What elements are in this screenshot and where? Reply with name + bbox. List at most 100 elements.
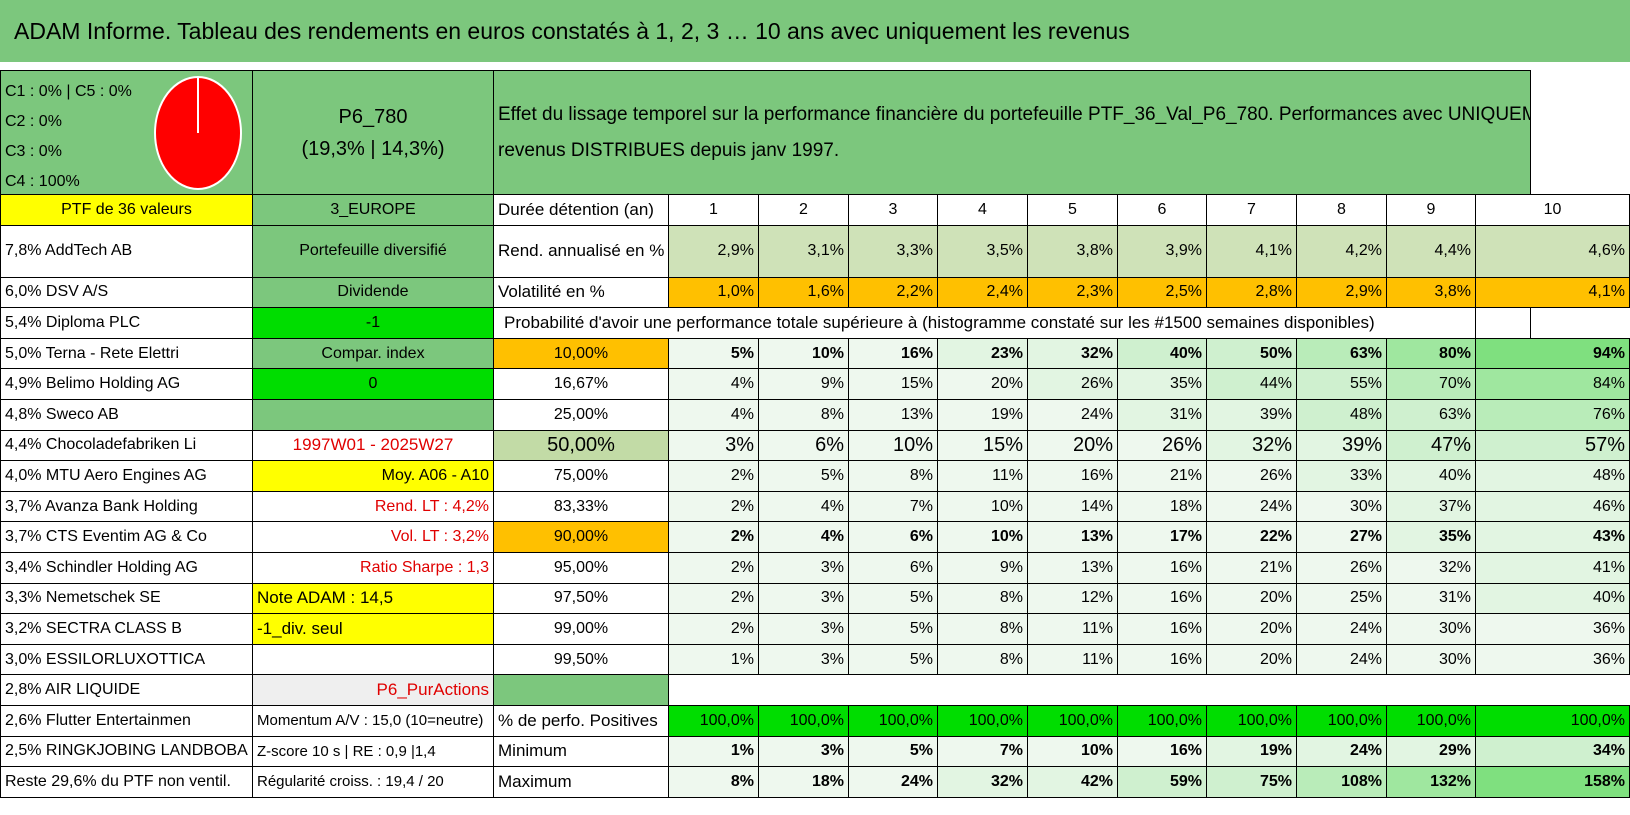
green-spacer	[493, 674, 669, 706]
prob-value: 13%	[848, 398, 938, 431]
holding-row: 3,0% ESSILORLUXOTTICA	[0, 643, 253, 676]
report-title: ADAM Informe. Tableau des rendements en …	[0, 0, 1630, 62]
momentum-label: Momentum A/V : 15,0 (10=neutre)	[252, 704, 494, 737]
prob-value: 2%	[668, 521, 759, 553]
prob-value: 3%	[758, 582, 849, 615]
prob-value: 13%	[1027, 521, 1118, 553]
prob-value: 35%	[1117, 368, 1207, 400]
category-c1-c5: C1 : 0% | C5 : 0%	[5, 83, 132, 100]
prob-value: 30%	[1386, 643, 1476, 676]
prob-value: 5%	[668, 337, 759, 370]
probability-title: Probabilité d'avoir une performance tota…	[493, 307, 1476, 339]
prob-value: 57%	[1475, 429, 1630, 462]
holding-row: 4,8% Sweco AB	[0, 398, 253, 431]
prob-value: 20%	[1206, 613, 1297, 645]
prob-threshold: 83,33%	[493, 490, 669, 523]
rend-lt-label: Rend. LT : 4,2%	[252, 490, 494, 523]
prob-value: 5%	[848, 643, 938, 676]
prob-value: 70%	[1386, 368, 1476, 400]
vol-lt-label: Vol. LT : 3,2%	[252, 521, 494, 553]
vol-value: 1,6%	[758, 276, 849, 309]
vol-value: 4,1%	[1475, 276, 1630, 309]
rend-value: 4,6%	[1475, 224, 1630, 278]
prob-value: 8%	[937, 582, 1028, 615]
prob-value: 3%	[758, 643, 849, 676]
prob-value: 7%	[848, 490, 938, 523]
prob-value: 76%	[1475, 398, 1630, 431]
prob-value: 8%	[758, 398, 849, 431]
year-4: 4	[937, 194, 1028, 226]
minimum-value: 16%	[1117, 735, 1207, 768]
prob-value: 9%	[937, 551, 1028, 584]
description-cell: Effet du lissage temporel sur la perform…	[492, 70, 1532, 195]
minimum-value: 1%	[668, 735, 759, 768]
positive-label: % de perfo. Positives	[493, 704, 669, 737]
prob-value: 6%	[758, 429, 849, 462]
prob-value: 36%	[1475, 643, 1630, 676]
prob-value: 5%	[848, 582, 938, 615]
positive-value: 100,0%	[937, 704, 1028, 737]
prob-value: 11%	[1027, 613, 1118, 645]
maximum-value: 32%	[937, 766, 1028, 798]
prob-value: 8%	[937, 643, 1028, 676]
prob-value: 12%	[1027, 582, 1118, 615]
prob-value: 41%	[1475, 551, 1630, 584]
holding-row: 4,4% Chocoladefabriken Li	[0, 429, 253, 462]
compar-label: Compar. index	[252, 337, 494, 370]
holding-row: 5,0% Terna - Rete Elettri	[0, 337, 253, 370]
holding-row: 3,4% Schindler Holding AG	[0, 551, 253, 584]
empty-spacer	[667, 674, 1531, 706]
prob-value: 3%	[758, 551, 849, 584]
positive-value: 100,0%	[1206, 704, 1297, 737]
maximum-value: 18%	[758, 766, 849, 798]
maximum-value: 24%	[848, 766, 938, 798]
minimum-value: 10%	[1027, 735, 1118, 768]
moy-label: Moy. A06 - A10	[252, 460, 494, 492]
positive-value: 100,0%	[668, 704, 759, 737]
prob-value: 20%	[1027, 429, 1118, 462]
prob-threshold: 16,67%	[493, 368, 669, 400]
vol-value: 2,9%	[1296, 276, 1387, 309]
prob-value: 24%	[1296, 613, 1387, 645]
vol-value: 2,5%	[1117, 276, 1207, 309]
positive-value: 100,0%	[758, 704, 849, 737]
holding-row: 3,7% Avanza Bank Holding	[0, 490, 253, 523]
prob-value: 10%	[937, 490, 1028, 523]
prob-value: 14%	[1027, 490, 1118, 523]
positive-value: 100,0%	[1386, 704, 1476, 737]
prob-threshold: 10,00%	[493, 337, 669, 370]
prob-value: 18%	[1117, 490, 1207, 523]
prob-value: 2%	[668, 582, 759, 615]
prob-value: 24%	[1296, 643, 1387, 676]
category-pie-chart	[154, 76, 242, 190]
vol-value: 2,3%	[1027, 276, 1118, 309]
prob-value: 30%	[1386, 613, 1476, 645]
category-c2: C2 : 0%	[5, 113, 62, 130]
year-6: 6	[1117, 194, 1207, 226]
prob-threshold: 99,50%	[493, 643, 669, 676]
positive-value: 100,0%	[848, 704, 938, 737]
prob-threshold: 25,00%	[493, 398, 669, 431]
prob-value: 50%	[1206, 337, 1297, 370]
minimum-label: Minimum	[493, 735, 669, 768]
prob-value: 40%	[1117, 337, 1207, 370]
prob-value: 21%	[1117, 460, 1207, 492]
prob-value: 39%	[1296, 429, 1387, 462]
prob-value: 20%	[1206, 582, 1297, 615]
maximum-value: 75%	[1206, 766, 1297, 798]
prob-value: 16%	[1117, 613, 1207, 645]
minus1-label: -1	[252, 307, 494, 339]
minimum-value: 34%	[1475, 735, 1630, 768]
dividend-label: Dividende	[252, 276, 494, 309]
prob-value: 3%	[758, 613, 849, 645]
maximum-value: 132%	[1386, 766, 1476, 798]
zero-label: 0	[252, 368, 494, 400]
maximum-value: 59%	[1117, 766, 1207, 798]
holding-row: 2,5% RINGKJOBING LANDBOBA	[0, 735, 253, 768]
year-5: 5	[1027, 194, 1118, 226]
prob-value: 21%	[1206, 551, 1297, 584]
prob-threshold: 75,00%	[493, 460, 669, 492]
prob-threshold: 50,00%	[493, 429, 669, 462]
holding-row: Reste 29,6% du PTF non ventil.	[0, 766, 253, 798]
